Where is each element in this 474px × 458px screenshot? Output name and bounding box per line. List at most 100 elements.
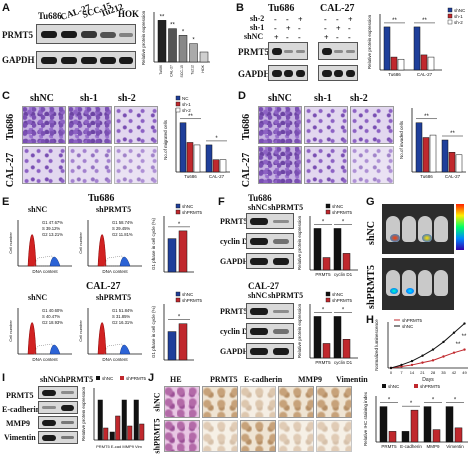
panel-a-bar-tu686 [157,20,167,63]
panel-h-xtick-3: 21 [420,370,425,375]
panel-b-sign-r0-c1: - [286,15,289,24]
panel-c-legend-1: sh-1 [182,102,191,107]
panel-d-col-sh1: sh-1 [314,93,332,104]
panel-b-legend-swatch-2 [447,19,453,25]
panel-c-letter: C [2,90,10,102]
panel-e-letter: E [2,196,10,208]
panel-f-cal27-legend-0: shNC [332,292,344,297]
panel-e-flow-3-xlabel: DNA content [32,357,58,362]
panel-b-sign-r1-c4: + [336,24,341,33]
panel-b-letter: B [236,2,244,14]
panel-f-cal27-bar-1-0 [333,316,342,359]
panel-h-point-1-6 [452,331,456,334]
panel-b-bar-1-2 [427,56,435,71]
panel-a-bar-scc-15 [178,35,188,63]
panel-i-bar-1-0 [109,431,115,441]
panel-h-xtick-4: 28 [431,370,436,375]
panel-a-xtick-4: HOK [201,64,205,72]
panel-e-flow-4-g2-peak [119,344,131,355]
panel-f-row-cyclin-2: cyclin D1 [220,327,252,336]
panel-e-flow-3-stat-2: G2 18.93% [42,320,63,325]
panel-j-legend-1: shPRMT5 [420,384,441,389]
panel-h-point-0-3 [421,361,424,364]
panel-b-sign-r1-c2: - [298,24,301,33]
panel-f-cal27-sig-1: * [342,307,345,313]
panel-j-bar-1-0 [401,431,410,443]
panel-b-row-gapdh: GAPDH [238,69,271,79]
panel-d-bar-0-2 [429,134,437,173]
panel-i-xticks: PRMT5 E-cad MMP9 Vim [96,444,142,449]
panel-b-group-tu686: Tu686 [268,3,295,14]
panel-a-sig-2: * [182,29,185,35]
panel-e-flow-2-g1-peak [97,234,107,267]
panel-e-col-sh-1: shPRMT5 [96,205,132,214]
panel-a-sig-1: ** [170,23,175,29]
panel-f-letter: F [218,196,225,208]
panel-e-flow-1-stat-0: G1 47.67% [42,220,63,225]
panel-i-bar-1-1 [115,415,121,441]
panel-f-col-shnc-1: shNC [248,203,268,212]
panel-g-row-shprmt5: shPRMT5 [365,265,377,309]
panel-d-row-tu686: Tu686 [241,113,253,141]
panel-f-tu686-legend-swatch-0 [325,203,331,209]
panel-h-xtick-6: 42 [452,370,457,375]
panel-b-bar-0-1 [390,56,398,71]
panel-b-cond-sh2: sh-2 [250,14,265,23]
panel-e-flow-1-g1-peak [27,234,37,267]
panel-e-flow-2-stat-0: G1 58.74% [112,220,133,225]
panel-c-image-cal27-shnc [22,146,66,184]
panel-f-tu686-xtick-0: PRMT5 [315,272,331,277]
panel-i-bar-2-0 [121,399,127,441]
panel-b-legend-2: sh-2 [454,20,463,25]
panel-i-col-sh: shPRMT5 [58,375,94,384]
panel-j-image-sh-vim [316,420,352,452]
panel-c-col-sh1: sh-1 [80,93,98,104]
panel-j-xtick-3: Vimentin [446,444,464,449]
panel-a-bar-hok [199,51,209,63]
panel-h-point-1-0 [389,366,393,370]
panel-e-cal27-legend-0: shNC [182,292,194,297]
panel-i-legend-swatch-0 [96,376,100,380]
panel-b-legend-0: shNC [454,8,466,13]
panel-f-cal27-ylabel: Relative protein expression [297,303,302,358]
panel-g-row-shnc: shNC [365,221,377,245]
panel-e-flow-tu686-sh: Cell number DNA content G1 58.74%S 29.45%G… [78,220,142,274]
panel-d-bar-0-1 [422,137,430,173]
panel-b-sig-0: ** [392,18,397,24]
panel-i-blot-ecad [38,401,78,414]
panel-f-tu686-ylabel: Relative protein expression [297,215,302,270]
panel-e-flow-2-ylabel: Cell number [78,232,83,254]
panel-e-tu686-legend-0: shNC [182,204,194,209]
panel-h-point-1-7 [463,322,466,325]
panel-c-image-cal27-sh1 [68,146,112,184]
panel-h-xtick-1: 7 [400,370,403,375]
panel-c-sig-1: * [215,136,218,142]
panel-b-sign-r2-c1: - [286,33,289,42]
panel-j-letter: J [148,372,155,384]
panel-b-sign-r2-c4: - [336,33,339,42]
panel-e-flow-4-ylabel: Cell number [78,320,83,342]
panel-j-col-prmt5: PRMT5 [210,375,238,384]
panel-f-tu686-legend-swatch-1 [325,209,331,215]
panel-j-sig-3: * [454,398,457,404]
panel-j-col-mmp9: MMP9 [298,375,322,384]
panel-f-cal27-bar-0-0 [313,316,322,359]
panel-f-cal27-xtick-0: PRMT5 [315,360,331,365]
panel-i-legend-1: shPRMT5 [126,376,146,381]
panel-a-bar-cal-27 [168,28,177,63]
panel-f-blot-cyclin-tu686 [246,233,294,249]
panel-e-flow-4-stat-1: S 31.85% [112,314,130,319]
panel-e-cal27-legend-swatch-0 [175,291,181,297]
panel-a-letter: A [2,2,10,14]
panel-d-bar-1-2 [455,154,463,173]
panel-f-tu686-legend-0: shNC [332,204,344,209]
panel-g-imaging-shnc [382,204,454,254]
panel-e-flow-1-stat-1: S 39.12% [42,226,60,231]
panel-d-bar-1-1 [448,152,456,173]
panel-e-flow-1-ylabel: Cell number [8,232,13,254]
panel-h-point-0-4 [431,359,435,362]
panel-e-flow-3-g1-peak [27,322,37,355]
panel-b-blot-gapdh-tu686 [268,65,308,81]
panel-i-bar-0-0 [97,399,103,441]
